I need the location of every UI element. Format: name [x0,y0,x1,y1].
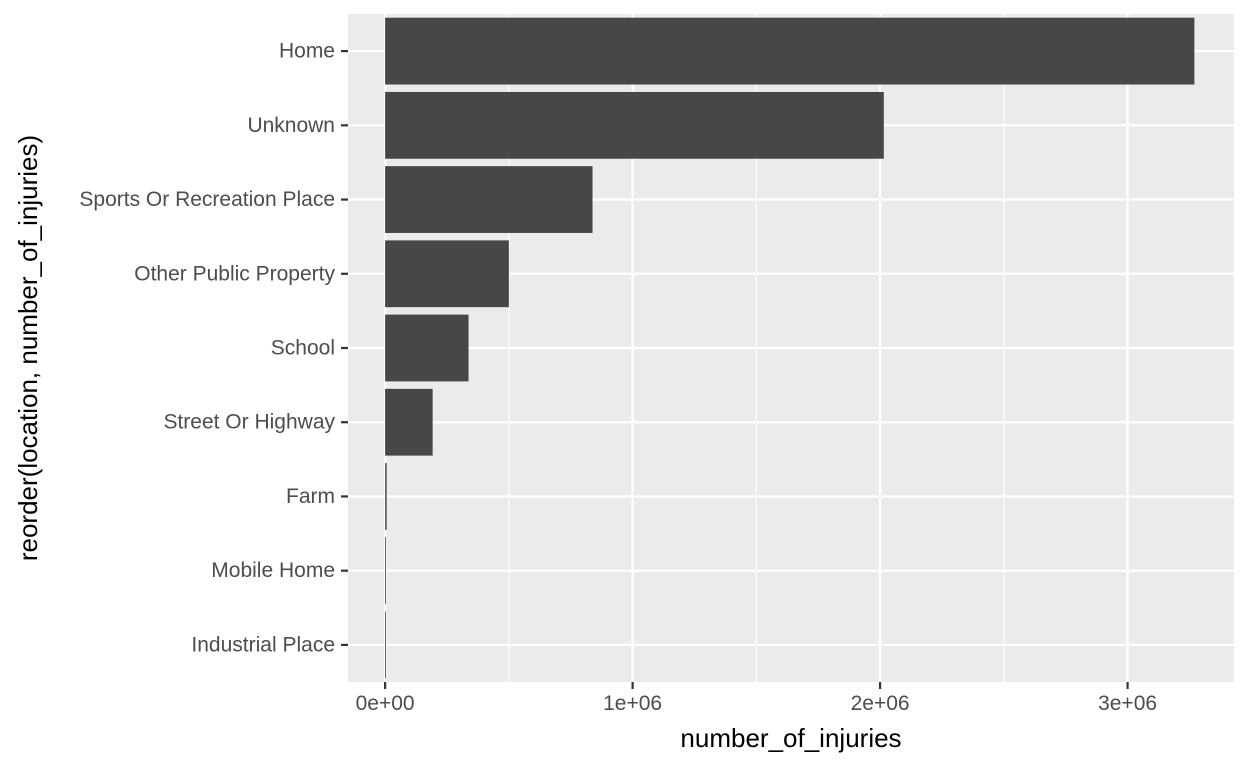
x-tick-label: 0e+00 [356,692,415,715]
y-tick-label: Mobile Home [211,559,335,582]
bar [385,463,387,530]
y-tick-label: Street Or Highway [163,411,335,434]
bar [385,388,433,456]
x-tick-label: 1e+06 [603,692,662,715]
bar [385,91,884,159]
y-axis: Home Unknown Sports Or Recreation Place Oth… [79,40,348,656]
x-tick-label: 2e+06 [851,692,910,715]
y-tick-label: School [271,337,335,360]
y-tick-label: Unknown [247,114,335,137]
x-axis-title: number_of_injuries [680,723,901,753]
bar [385,240,509,308]
y-tick-label: Sports Or Recreation Place [79,188,335,211]
y-axis-title: reorder(location, number_of_injuries) [13,135,43,561]
y-tick-label: Other Public Property [134,262,335,285]
y-tick-label: Home [279,40,335,63]
bar [385,17,1195,85]
bar [385,166,593,233]
y-tick-label: Farm [286,485,335,508]
x-tick-label: 3e+06 [1098,692,1157,715]
bar [385,314,469,382]
y-tick-label: Industrial Place [191,633,335,656]
bar [385,537,386,605]
bars [385,17,1195,679]
bar [385,611,386,679]
x-axis: 0e+00 1e+06 2e+06 3e+06 [356,682,1157,715]
